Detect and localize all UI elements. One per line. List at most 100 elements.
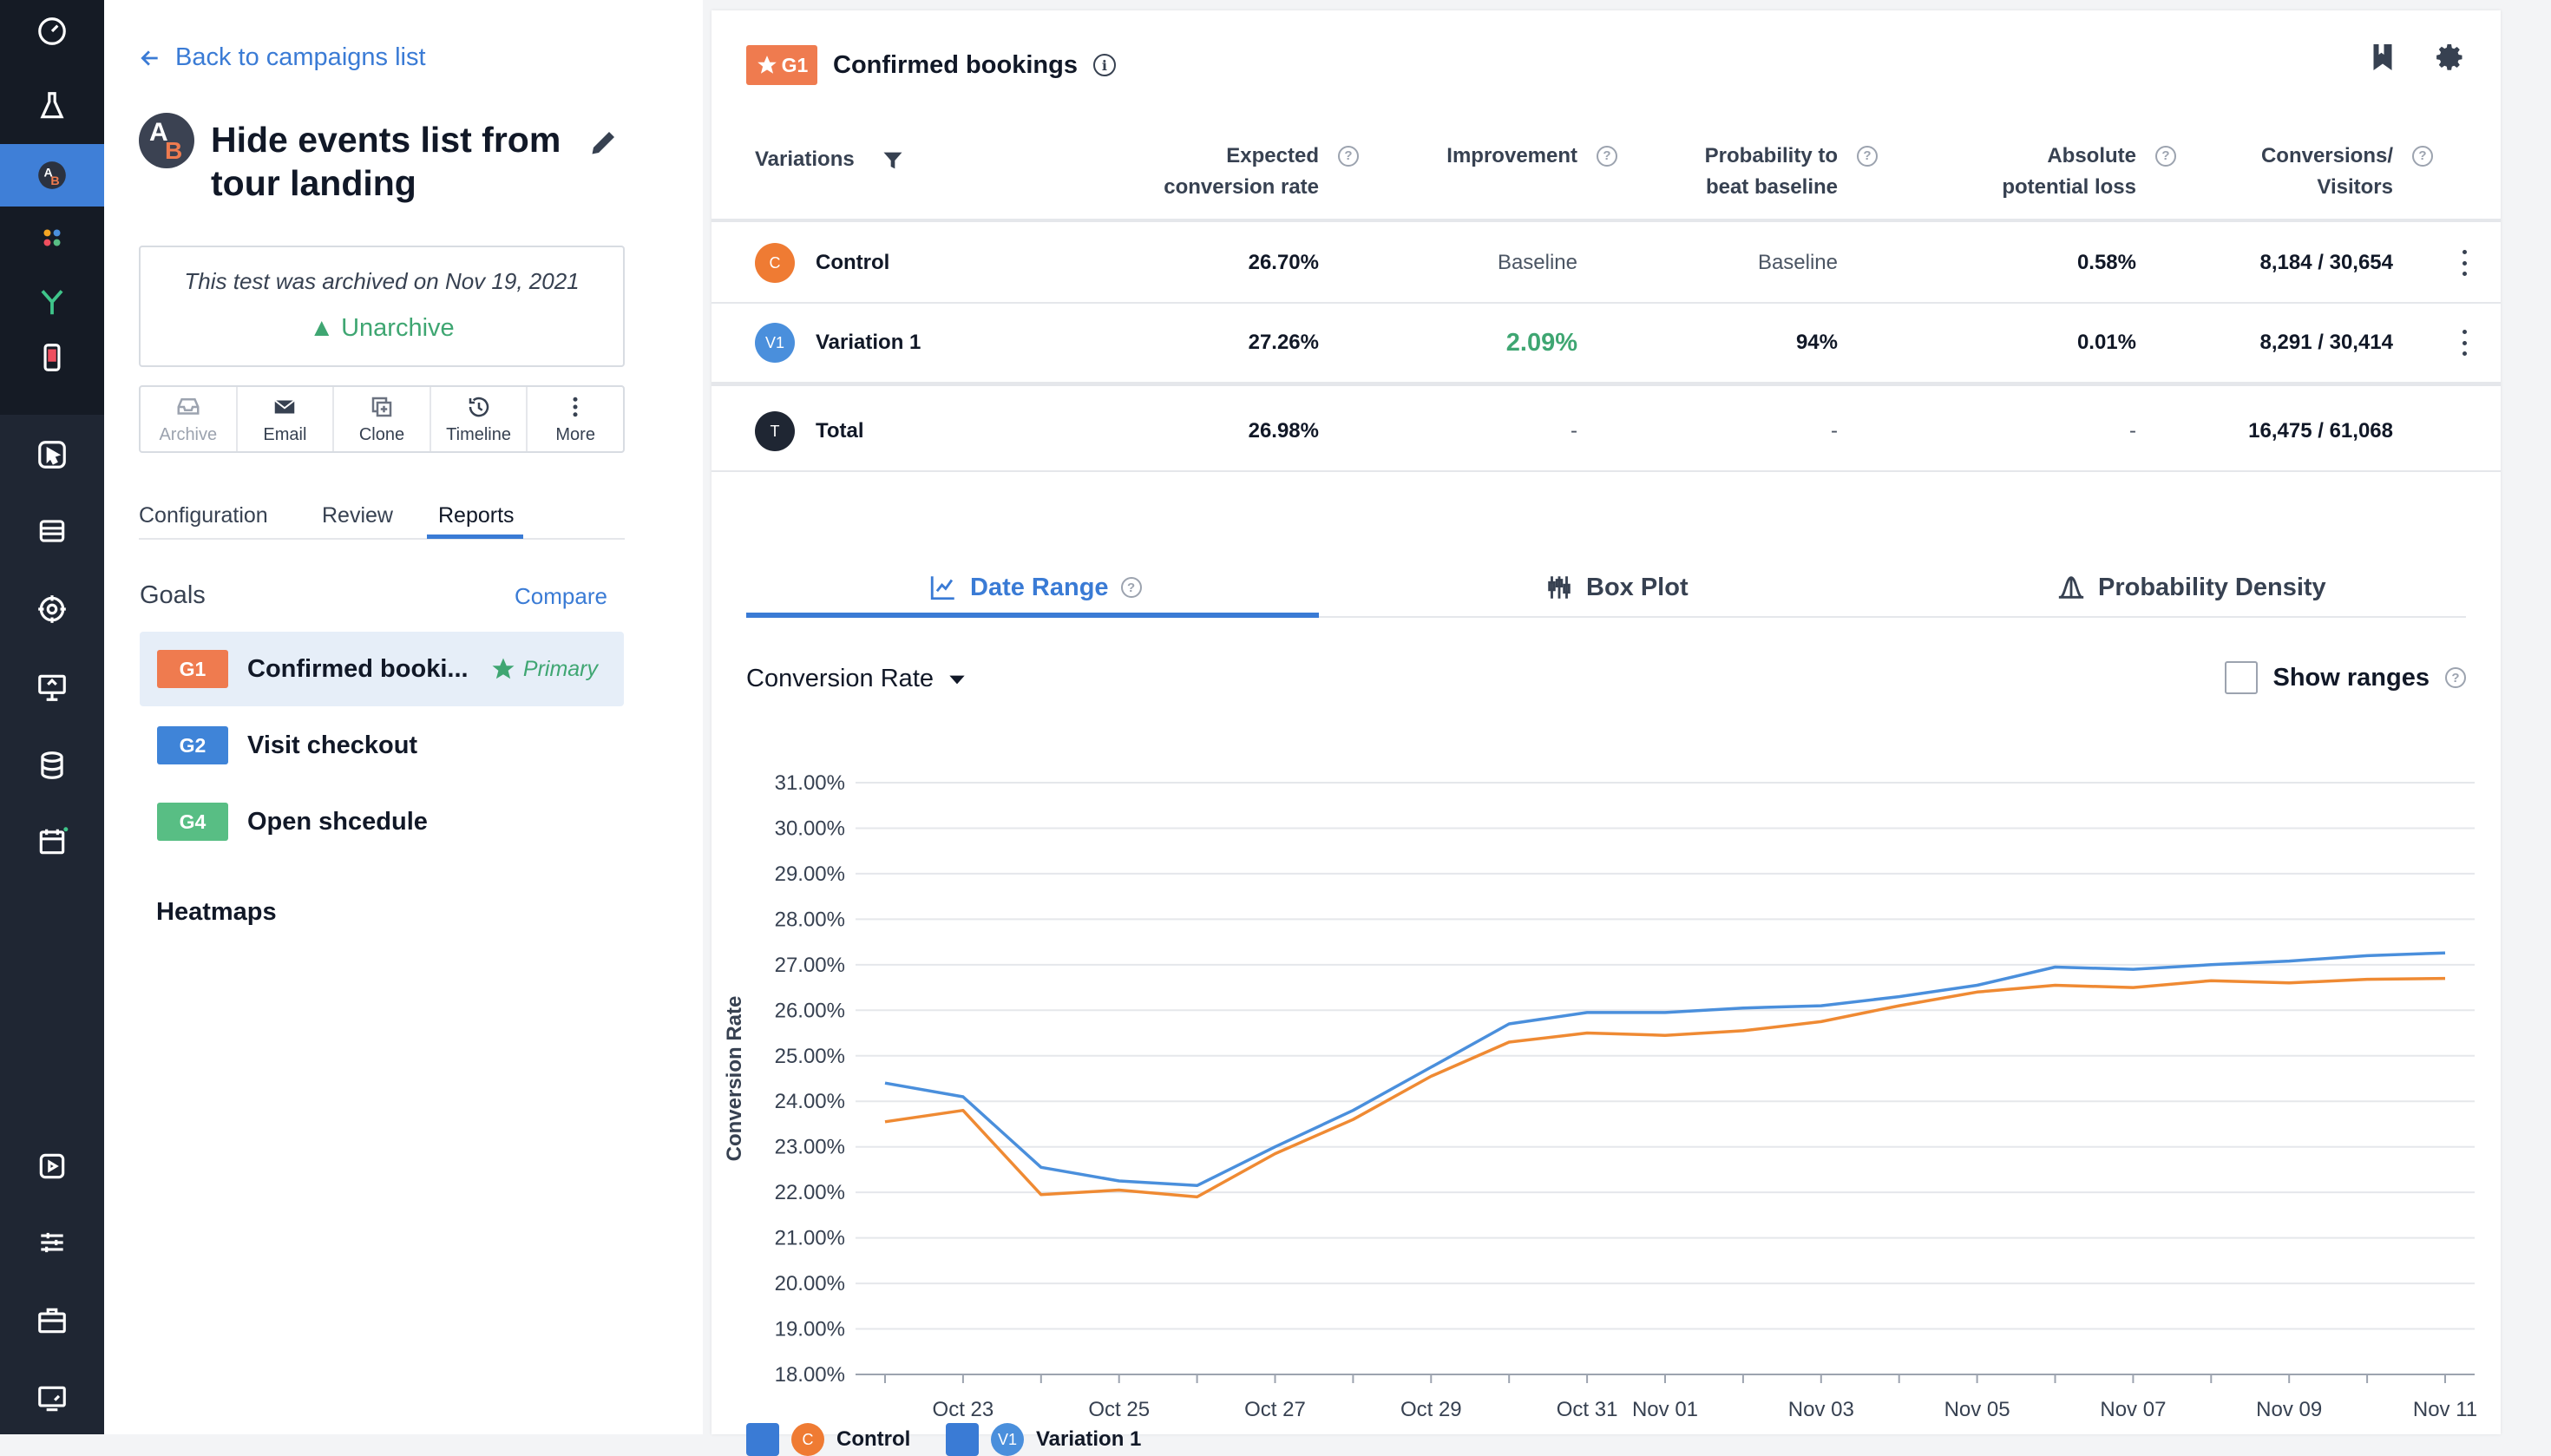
tab-configuration[interactable]: Configuration: [139, 503, 268, 528]
campaign-tabs: Configuration Review Reports: [139, 498, 625, 540]
back-to-campaigns-link[interactable]: Back to campaigns list: [139, 43, 426, 72]
legend-label: Control: [836, 1427, 911, 1451]
metric-dropdown[interactable]: Conversion Rate: [746, 665, 968, 693]
probability-value: 94%: [1795, 331, 1838, 354]
x-tick-label: Oct 29: [1400, 1398, 1462, 1421]
calendar-icon[interactable]: [0, 810, 104, 873]
legend-checkbox-checked[interactable]: [746, 1423, 779, 1456]
variation-tag: C: [755, 243, 795, 283]
y-tick-label: 28.00%: [775, 908, 845, 931]
briefcase-icon[interactable]: [0, 1289, 104, 1352]
gear-icon[interactable]: [2435, 42, 2466, 73]
star-icon: [757, 56, 777, 74]
presentation-icon[interactable]: [0, 656, 104, 718]
variations-column-header[interactable]: Variations: [755, 144, 905, 175]
info-icon[interactable]: i: [1092, 54, 1116, 76]
funnel-split-icon[interactable]: [0, 271, 104, 333]
screen-settings-icon[interactable]: [0, 1367, 104, 1430]
tab-reports[interactable]: Reports: [438, 503, 515, 528]
filter-icon[interactable]: [881, 148, 905, 173]
archive-button[interactable]: Archive: [141, 387, 238, 451]
tab-probability-density[interactable]: Probability Density: [2056, 559, 2326, 616]
database-icon[interactable]: [0, 734, 104, 797]
goal-badge-primary: G1: [746, 45, 817, 85]
compare-link[interactable]: Compare: [515, 583, 607, 609]
y-tick-label: 29.00%: [775, 862, 845, 886]
caret-down-icon: [949, 675, 965, 684]
legend-checkbox-checked[interactable]: [946, 1423, 979, 1456]
goal-item-open-schedule[interactable]: G4 Open shcedule: [140, 784, 624, 859]
row-menu-icon[interactable]: [2461, 330, 2468, 356]
sliders-icon[interactable]: [0, 1211, 104, 1274]
expected-header-label: Expected conversion rate: [1164, 144, 1319, 199]
tab-box-plot[interactable]: Box Plot: [1544, 559, 1689, 616]
help-icon[interactable]: ?: [1857, 146, 1878, 167]
goal-item-visit-checkout[interactable]: G2 Visit checkout: [140, 708, 624, 783]
potential-loss-value: -: [2129, 419, 2136, 443]
dashboard-icon[interactable]: [0, 0, 104, 62]
show-ranges-toggle[interactable]: Show ranges ?: [2224, 661, 2466, 694]
conversions-value: 16,475 / 61,068: [2248, 419, 2393, 443]
help-icon[interactable]: ?: [2155, 146, 2176, 167]
email-label: Email: [263, 424, 307, 444]
help-icon[interactable]: ?: [2412, 146, 2433, 167]
legend-variation-1[interactable]: V1 Variation 1: [946, 1423, 1141, 1456]
probability-header: Probability to beat baseline?: [1705, 141, 1878, 203]
goal-badge: G2: [157, 726, 228, 764]
help-icon[interactable]: ?: [1597, 146, 1617, 167]
cursor-click-icon[interactable]: [0, 423, 104, 486]
clone-button[interactable]: Clone: [334, 387, 431, 451]
show-ranges-label: Show ranges: [2272, 663, 2430, 692]
goals-heading: Goals: [140, 581, 206, 609]
improvement-header: Improvement?: [1446, 141, 1617, 172]
help-icon[interactable]: ?: [1120, 577, 1142, 598]
mobile-icon[interactable]: [0, 326, 104, 389]
y-tick-label: 27.00%: [775, 954, 845, 977]
tab-date-range[interactable]: Date Range ?: [928, 559, 1142, 616]
variation-cell: T Total: [755, 392, 864, 470]
flask-icon[interactable]: [0, 75, 104, 137]
video-icon[interactable]: [0, 1135, 104, 1197]
table-header-divider: [712, 219, 2501, 222]
y-tick-label: 21.00%: [775, 1227, 845, 1250]
target-icon[interactable]: [0, 578, 104, 640]
legend-control[interactable]: C Control: [746, 1423, 910, 1456]
goal-name: Open shcedule: [247, 807, 428, 836]
arrow-left-icon: [141, 49, 158, 66]
list-icon[interactable]: [0, 500, 104, 562]
apps-grid-icon[interactable]: [0, 207, 104, 269]
row-divider: [712, 302, 2501, 304]
x-tick-label: Nov 11: [2413, 1398, 2477, 1421]
show-ranges-checkbox[interactable]: [2224, 661, 2258, 694]
more-button[interactable]: More: [528, 387, 623, 451]
report-card: G1 Confirmed bookings i Variations Expec…: [712, 10, 2501, 1456]
x-tick-label: Oct 27: [1244, 1398, 1306, 1421]
chart-tab-active-indicator: [746, 613, 1319, 618]
star-icon: [492, 658, 515, 679]
archived-notice: This test was archived on Nov 19, 2021 ▲…: [139, 246, 625, 367]
x-tick-label: Nov 03: [1788, 1398, 1854, 1421]
y-tick-label: 23.00%: [775, 1136, 845, 1159]
timeline-button[interactable]: Timeline: [431, 387, 528, 451]
heatmaps-section-link[interactable]: Heatmaps: [156, 898, 277, 926]
tab-review[interactable]: Review: [322, 503, 393, 528]
goal-badge-label: G1: [781, 53, 809, 76]
email-button[interactable]: Email: [238, 387, 335, 451]
conversions-header-label: Conversions/ Visitors: [2260, 144, 2393, 199]
x-tick-label: Oct 31: [1557, 1398, 1618, 1421]
goal-badge: G4: [157, 803, 228, 841]
bookmark-icon[interactable]: [2367, 42, 2398, 73]
avatar-letter-a: A: [149, 118, 168, 147]
box-plot-label: Box Plot: [1586, 573, 1689, 601]
y-tick-label: 26.00%: [775, 999, 845, 1022]
probability-value: Baseline: [1757, 251, 1838, 274]
row-menu-icon[interactable]: [2461, 250, 2468, 276]
help-icon[interactable]: ?: [2445, 667, 2466, 688]
help-icon[interactable]: ?: [1338, 146, 1359, 167]
active-tab-indicator: [427, 535, 523, 539]
unarchive-button[interactable]: ▲ Unarchive: [141, 314, 623, 343]
goal-item-confirmed-bookings[interactable]: G1 Confirmed booki... Primary: [140, 632, 624, 706]
variations-header-label: Variations: [755, 148, 855, 171]
edit-pencil-icon[interactable]: [588, 127, 620, 158]
